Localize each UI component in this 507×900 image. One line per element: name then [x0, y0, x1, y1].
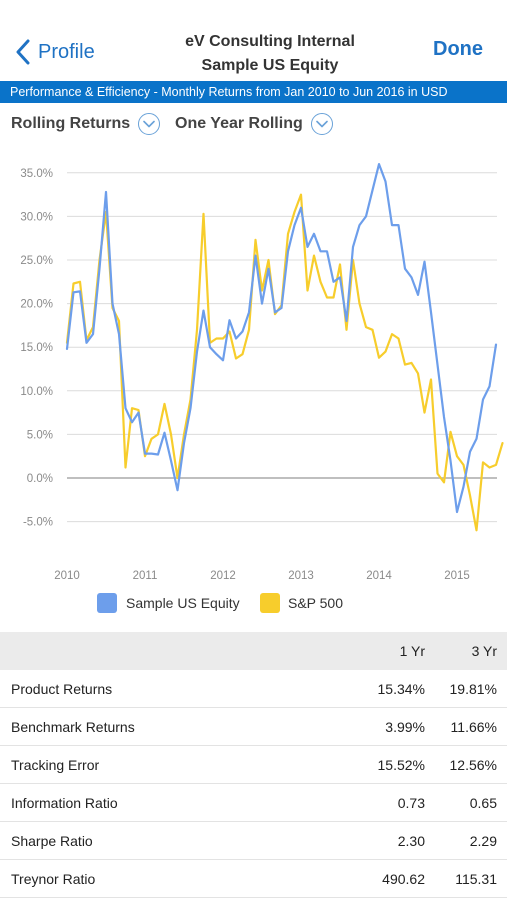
- y-tick-label: 30.0%: [20, 211, 53, 223]
- legend-label: Sample US Equity: [126, 595, 240, 611]
- row-value-1yr: 2.30: [397, 833, 425, 849]
- x-tick-label: 2015: [444, 570, 470, 582]
- x-tick-label: 2010: [54, 570, 80, 582]
- y-tick-label: 20.0%: [20, 299, 53, 311]
- row-label: Product Returns: [11, 681, 113, 697]
- table-row: Tracking Error 15.52% 12.56%: [0, 746, 507, 784]
- period-selector[interactable]: One Year Rolling: [175, 110, 333, 138]
- series-line-equity: [65, 163, 498, 514]
- row-label: Benchmark Returns: [11, 719, 135, 735]
- y-tick-label: -5.0%: [23, 517, 53, 529]
- y-tick-label: 5.0%: [27, 429, 53, 441]
- header-3yr: 3 Yr: [471, 643, 497, 659]
- section-banner: Performance & Efficiency - Monthly Retur…: [0, 81, 507, 103]
- period-label: One Year Rolling: [175, 115, 303, 132]
- row-value-1yr: 0.73: [397, 795, 425, 811]
- returns-type-selector[interactable]: Rolling Returns: [11, 110, 161, 138]
- table-row: Information Ratio 0.73 0.65: [0, 784, 507, 822]
- row-label: Treynor Ratio: [11, 871, 96, 887]
- page-title-line2: Sample US Equity: [201, 57, 339, 74]
- table-row: Treynor Ratio 490.62 115.31: [0, 860, 507, 898]
- legend-swatch: [97, 593, 117, 613]
- row-value-1yr: 15.52%: [377, 757, 425, 773]
- x-tick-label: 2011: [133, 570, 158, 582]
- row-value-3yr: 115.31: [455, 871, 497, 887]
- back-button-label: Profile: [38, 40, 95, 63]
- x-tick-label: 2014: [366, 570, 392, 582]
- y-tick-label: 0.0%: [27, 473, 53, 485]
- row-value-3yr: 0.65: [469, 795, 497, 811]
- table-row: Product Returns 15.34% 19.81%: [0, 670, 507, 708]
- returns-type-label: Rolling Returns: [11, 115, 131, 132]
- chevron-down-icon: [138, 113, 161, 135]
- row-value-3yr: 19.81%: [449, 681, 497, 697]
- y-tick-label: 15.0%: [20, 342, 53, 354]
- table-row: Sharpe Ratio 2.30 2.29: [0, 822, 507, 860]
- row-label: Tracking Error: [11, 757, 100, 773]
- row-value-1yr: 3.99%: [385, 719, 425, 735]
- legend-label: S&P 500: [288, 595, 343, 611]
- y-tick-label: 10.0%: [20, 386, 53, 398]
- header-1yr: 1 Yr: [399, 643, 425, 659]
- legend-swatch: [260, 593, 280, 613]
- y-tick-label: 35.0%: [20, 168, 53, 180]
- y-tick-label: 25.0%: [20, 255, 53, 267]
- back-button[interactable]: Profile: [14, 36, 95, 68]
- x-tick-label: 2013: [288, 570, 314, 582]
- row-value-3yr: 2.29: [469, 833, 497, 849]
- page-title: eV Consulting Internal Sample US Equity: [120, 30, 420, 78]
- row-value-3yr: 12.56%: [449, 757, 497, 773]
- table-row: Benchmark Returns 3.99% 11.66%: [0, 708, 507, 746]
- chevron-down-icon: [310, 113, 333, 135]
- x-tick-label: 2012: [210, 570, 236, 582]
- row-label: Information Ratio: [11, 795, 118, 811]
- rolling-returns-chart: -5.0% 0.0% 5.0% 10.0% 15.0% 20.0% 25.0% 30.0% 35…: [0, 150, 507, 620]
- done-button[interactable]: Done: [433, 38, 483, 60]
- chart-canvas: -5.0% 0.0% 5.0% 10.0% 15.0% 20.0% 25.0% 30.0% 35…: [20, 163, 504, 613]
- stats-table: 1 Yr 3 Yr Product Returns 15.34% 19.81% …: [0, 632, 507, 898]
- row-value-1yr: 490.62: [382, 871, 425, 887]
- page-title-line1: eV Consulting Internal: [185, 33, 355, 50]
- row-value-1yr: 15.34%: [377, 681, 425, 697]
- row-value-3yr: 11.66%: [450, 719, 497, 735]
- chevron-left-icon: [16, 39, 30, 65]
- nav-bar: Profile eV Consulting Internal Sample US…: [0, 0, 507, 80]
- selector-bar: Rolling Returns One Year Rolling: [0, 110, 507, 138]
- row-label: Sharpe Ratio: [11, 833, 93, 849]
- table-header: 1 Yr 3 Yr: [0, 632, 507, 670]
